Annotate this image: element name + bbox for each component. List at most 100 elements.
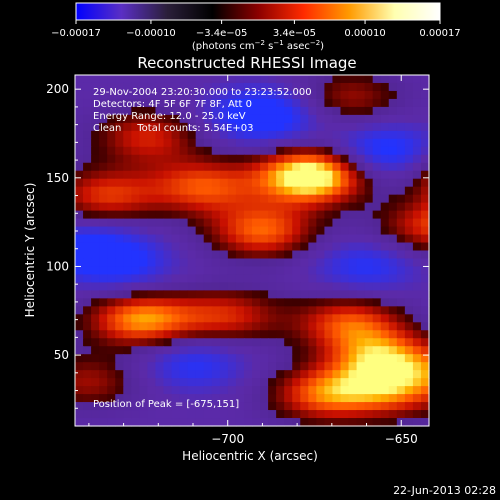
heatmap-cell [219,162,229,172]
heatmap-cell [268,226,277,236]
heatmap-cell [420,266,430,276]
heatmap-cell [372,418,382,427]
heatmap-cell [227,386,237,395]
heatmap-cell [163,346,173,355]
heatmap-cell [284,106,293,116]
heatmap-cell [171,402,181,411]
heatmap-cell [107,258,116,268]
heatmap-cell [163,210,173,220]
heatmap-cell [243,138,253,148]
heatmap-cell [324,338,334,347]
heatmap-cell [195,282,205,291]
heatmap-cell [203,370,213,379]
heatmap-cell [123,122,132,132]
heatmap-cell [227,138,237,148]
heatmap-cell [83,266,92,276]
heatmap-cell [139,98,149,108]
heatmap-cell [324,90,334,100]
heatmap-cell [252,410,261,419]
heatmap-cell [324,354,334,363]
heatmap-cell [276,186,285,196]
heatmap-cell [372,178,382,188]
heatmap-cell [412,314,422,323]
heatmap-cell [308,402,317,411]
heatmap-cell [131,218,140,228]
heatmap-cell [155,298,165,307]
heatmap-cell [284,378,293,387]
heatmap-cell [91,330,100,339]
heatmap-cell [252,370,261,379]
heatmap-cell [260,90,269,100]
heatmap-cell [131,370,140,379]
heatmap-cell [324,82,334,92]
heatmap-cell [99,362,108,371]
heatmap-cell [380,218,390,228]
heatmap-cell [139,178,149,188]
heatmap-cell [83,186,92,196]
y-tick-label: 100 [46,259,69,273]
heatmap-cell [308,346,317,355]
heatmap-cell [131,82,140,92]
heatmap-cell [227,258,237,268]
heatmap-cell [252,306,261,315]
heatmap-cell [235,274,245,284]
heatmap-cell [235,130,245,140]
heatmap-cell [364,170,374,180]
heatmap-cell [219,290,229,299]
heatmap-cell [227,218,237,228]
heatmap-cell [300,330,309,339]
heatmap-cell [356,386,366,395]
heatmap-cell [139,322,149,331]
heatmap-cell [139,186,149,196]
heatmap-cell [340,362,350,371]
heatmap-cell [99,274,108,284]
heatmap-cell [99,75,108,84]
heatmap-cell [75,75,84,84]
heatmap-cell [308,290,317,299]
heatmap-cell [131,202,140,212]
heatmap-cell [348,242,358,252]
heatmap-cell [123,322,132,331]
heatmap-cell [268,394,277,403]
heatmap-cell [203,338,213,347]
heatmap-cell [340,338,350,347]
heatmap-cell [155,130,165,140]
heatmap-cell [123,154,132,164]
heatmap-cell [300,282,309,291]
heatmap-cell [91,218,100,228]
heatmap-cell [155,154,165,164]
heatmap-cell [83,378,92,387]
heatmap-cell [171,330,181,339]
heatmap-cell [211,146,221,156]
heatmap-cell [147,154,157,164]
heatmap-cell [356,234,366,244]
heatmap-cell [243,234,253,244]
heatmap-cell [195,258,205,268]
heatmap-cell [235,266,245,276]
heatmap-cell [388,346,398,355]
heatmap-cell [243,314,253,323]
heatmap-cell [179,178,189,188]
heatmap-cell [364,418,374,427]
heatmap-cell [372,194,382,204]
heatmap-cell [260,330,269,339]
heatmap-cell [147,226,157,236]
heatmap-cell [308,210,317,220]
heatmap-cell [372,106,382,116]
heatmap-cell [356,130,366,140]
heatmap-cell [115,330,124,339]
heatmap-cell [388,314,398,323]
heatmap-cell [308,226,317,236]
heatmap-cell [268,418,277,427]
heatmap-cell [340,322,350,331]
heatmap-cell [131,106,140,116]
heatmap-cell [268,170,277,180]
heatmap-cell [123,258,132,268]
heatmap-cell [243,410,253,419]
heatmap-cell [300,322,309,331]
heatmap-cell [252,394,261,403]
heatmap-cell [83,314,92,323]
heatmap-cell [147,178,157,188]
heatmap-cell [348,346,358,355]
heatmap-cell [171,306,181,315]
